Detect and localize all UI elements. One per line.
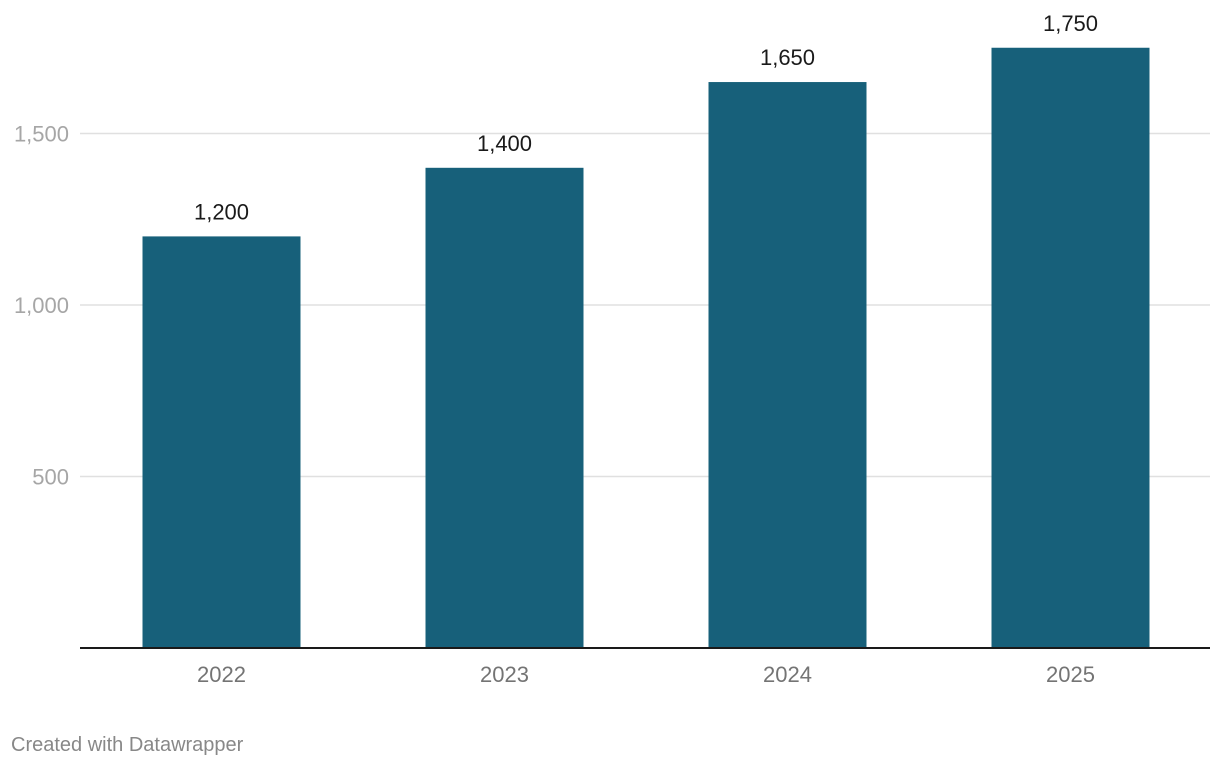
x-tick-label: 2022 [197, 662, 246, 687]
y-tick-label: 500 [32, 465, 69, 490]
bar-2024 [708, 82, 867, 649]
x-tick-label: 2025 [1046, 662, 1095, 687]
bar-value-label: 1,200 [194, 199, 249, 224]
bar-2022 [142, 236, 301, 648]
bar-value-label: 1,400 [477, 131, 532, 156]
datawrapper-credit: Created with Datawrapper [11, 734, 244, 756]
x-tick-label: 2023 [480, 662, 529, 687]
bar-value-label: 1,750 [1043, 11, 1098, 36]
y-tick-label: 1,500 [14, 122, 69, 147]
x-tick-label: 2024 [763, 662, 812, 687]
y-tick-label: 1,000 [14, 293, 69, 318]
bar-value-label: 1,650 [760, 45, 815, 70]
bar-2025 [991, 47, 1150, 648]
bars [142, 47, 1150, 649]
labels: 500 1,000 1,500 1,200 2022 1,400 2023 1,650 2024… [14, 11, 1098, 687]
bar-2023 [425, 167, 584, 649]
